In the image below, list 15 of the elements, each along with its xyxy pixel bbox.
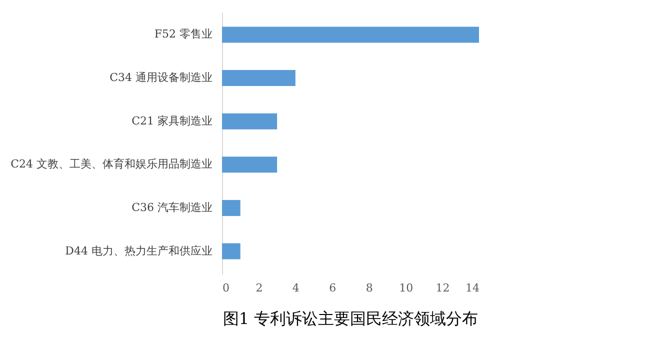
x-tick-label: 10 [399, 282, 414, 294]
text: 图1 专利诉讼主要国民经济领域分布 [222, 309, 478, 328]
x-tick-label: 6 [329, 282, 336, 294]
x-tick-label: 4 [292, 282, 300, 294]
x-tick-label: 8 [366, 282, 373, 294]
y-tick-label: C21 家具制造业 [132, 114, 212, 128]
y-tick-label: D44 电力、热力生产和供应业 [65, 244, 212, 258]
y-tick-label: F52 零售业 [154, 28, 212, 41]
y-tick-label: C24 文教、工美、体育和娱乐用品制造业 [10, 158, 212, 171]
y-tick-label: C34 通用设备制造业 [110, 71, 212, 84]
x-tick-label: 0 [222, 282, 230, 294]
y-tick-label: C36 汽车制造业 [132, 200, 212, 214]
x-tick-label: 14 [466, 282, 480, 294]
x-tick-label: 2 [256, 282, 263, 294]
x-tick-label: 12 [436, 282, 450, 294]
